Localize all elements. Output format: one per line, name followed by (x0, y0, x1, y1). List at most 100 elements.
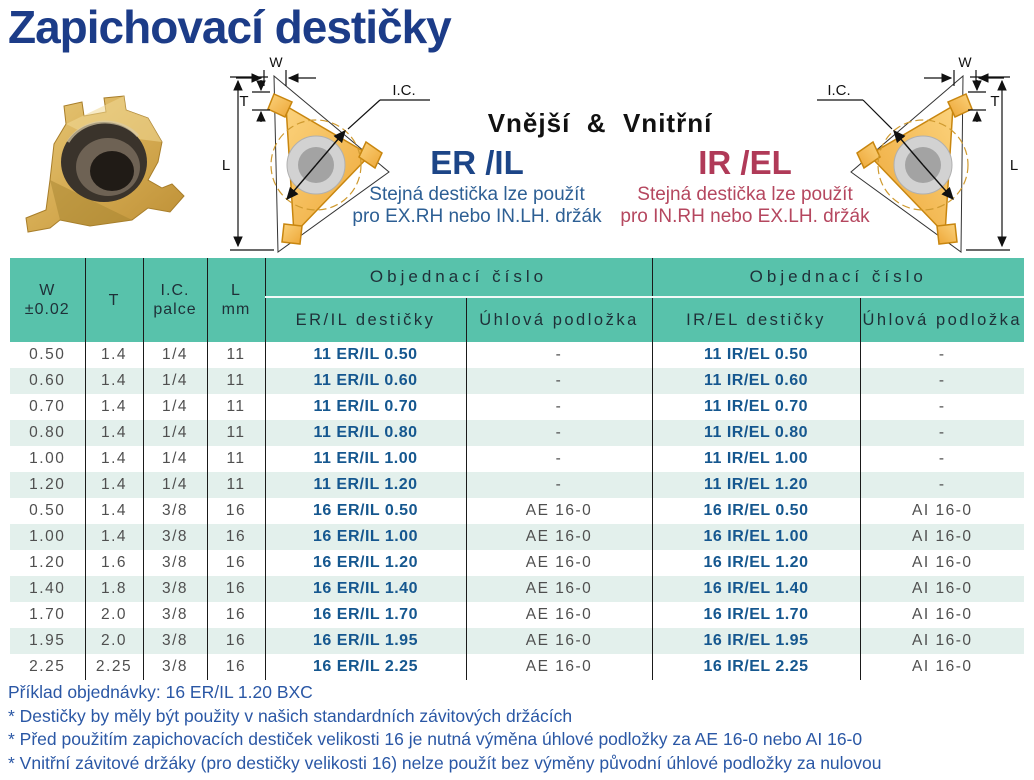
section-title: Vnější & Vnitřní (487, 108, 713, 138)
er-il-code: ER /IL (430, 144, 524, 181)
cell-er-shim: - (466, 446, 653, 472)
table-row: 1.00 1.4 3/8 16 16 ER/IL 1.00 AE 16-0 16 IR/EL… (10, 524, 1024, 550)
cell-er-order-code: 16 ER/IL 1.70 (265, 602, 467, 628)
cell-w: 0.50 (10, 342, 86, 368)
order-table: W ±0.02 T I.C. palce L mm Objednací čísl… (10, 258, 1024, 680)
outline-triangle (850, 74, 964, 253)
col-header-l: L mm (207, 258, 266, 342)
l-dimension (230, 76, 274, 251)
sub-header-er-inserts: ER/IL destičky (265, 297, 467, 342)
cell-ir-shim: - (860, 472, 1024, 498)
cell-ic-inch: 1/4 (143, 420, 208, 446)
cell-ic-inch: 3/8 (143, 524, 208, 550)
cell-er-shim: AE 16-0 (466, 628, 653, 654)
cell-l-mm: 11 (207, 472, 266, 498)
cell-er-order-code: 16 ER/IL 2.25 (265, 654, 467, 680)
cell-er-order-code: 16 ER/IL 1.40 (265, 576, 467, 602)
cell-ir-shim: - (938, 450, 946, 467)
col-header-l-line1: L (231, 282, 241, 299)
col-header-w-line1: W (39, 282, 56, 299)
cell-er-order-code: 11 ER/IL 0.80 (265, 420, 467, 446)
ic-leader (862, 99, 893, 130)
dim-label-ic: I.C. (827, 82, 850, 99)
page-title: Zapichovací destičky (8, 1, 452, 53)
cell-ir-shim: AI 16-0 (912, 502, 973, 519)
cell-t: 1.4 (85, 420, 144, 446)
cell-ic-inch: 1/4 (143, 368, 208, 394)
insert-product-photo (25, 95, 185, 233)
cell-ir-shim: AI 16-0 (912, 658, 973, 675)
cell-ir-order-code: 11 IR/EL 0.70 (652, 394, 861, 420)
cell-w: 1.95 (10, 628, 86, 654)
col-header-w: W ±0.02 (10, 258, 86, 342)
cell-ic-inch: 3/8 (143, 602, 208, 628)
cell-ir-order-code: 11 IR/EL 0.80 (652, 420, 861, 446)
cell-t: 1.4 (85, 394, 144, 420)
ir-el-code: IR /EL (698, 144, 792, 181)
col-header-w-line2: ±0.02 (24, 301, 70, 318)
sub-header-ir-inserts: IR/EL destičky (652, 297, 861, 342)
cell-er-order-code: 11 ER/IL 0.60 (265, 368, 467, 394)
cell-w: 1.20 (10, 472, 86, 498)
cell-ic-inch: 3/8 (143, 576, 208, 602)
sub-header-er-shim: Úhlová podložka (466, 297, 653, 342)
ir-el-caption: Stejná destička lze použít pro IN.RH neb… (615, 184, 875, 228)
col-header-l-line2: mm (221, 301, 251, 318)
cell-ic-inch: 1/4 (143, 446, 208, 472)
er-il-caption-line1: Stejná destička lze použít (369, 184, 585, 205)
ir-el-caption-line1: Stejná destička lze použít (637, 184, 853, 205)
group-header-order-ir: Objednací číslo (652, 258, 1024, 298)
t-dimension (252, 80, 270, 122)
cell-er-shim: - (466, 420, 653, 446)
footnote-example: Příklad objednávky: 16 ER/IL 1.20 BXC (8, 682, 313, 702)
cell-ic-inch: 1/4 (143, 472, 208, 498)
table-row: 1.00 1.4 1/4 11 11 ER/IL 1.00-11 IR/EL 1.00- (10, 446, 1024, 472)
table-body: 0.50 1.4 1/4 11 11 ER/IL 0.50-11 IR/EL 0.50-… (10, 342, 1024, 680)
ic-arrow (893, 129, 954, 201)
col-header-ic-line2: palce (153, 301, 197, 318)
cell-t: 1.4 (85, 498, 144, 524)
cell-er-shim: AE 16-0 (466, 498, 653, 524)
cell-ir-shim: AI 16-0 (860, 576, 1024, 602)
cell-ir-order-code: 11 IR/EL 0.60 (652, 368, 861, 394)
cell-ic-inch: 1/4 (143, 342, 208, 368)
table-row: 0.50 1.4 1/4 11 11 ER/IL 0.50-11 IR/EL 0.50- (10, 342, 1024, 368)
cell-er-shim: AE 16-0 (466, 550, 653, 576)
cell-er-shim: AE 16-0 (466, 576, 653, 602)
cell-ic-inch: 3/8 (143, 498, 208, 524)
cell-er-order-code: 16 ER/IL 1.95 (265, 628, 467, 654)
table-row: 1.20 1.6 3/8 16 16 ER/IL 1.20 AE 16-0 16 IR/EL… (10, 550, 1024, 576)
cell-ir-order-code: 11 IR/EL 1.20 (652, 472, 861, 498)
cell-l-mm: 11 (207, 394, 266, 420)
cell-l-mm: 16 (207, 602, 266, 628)
table-row: 1.40 1.8 3/8 16 16 ER/IL 1.40 AE 16-0 16 IR/EL… (10, 576, 1024, 602)
er-il-caption: Stejná destička lze použít pro EX.RH neb… (347, 184, 607, 228)
group-header-order-er: Objednací číslo (265, 258, 653, 298)
cell-l-mm: 16 (207, 654, 266, 680)
cell-ir-order-code: 11 IR/EL 1.00 (652, 446, 861, 472)
col-header-t: T (85, 258, 144, 342)
cell-er-order-code: 11 ER/IL 1.00 (265, 446, 467, 472)
table-row: 2.25 2.25 3/8 16 16 ER/IL 2.25 AE 16-0 16 IR/E… (10, 654, 1024, 680)
cell-l-mm: 16 (207, 550, 266, 576)
cell-er-order-code: 11 ER/IL 0.70 (265, 394, 467, 420)
dimension-diagram-left: I.C. W T L (222, 56, 430, 253)
table-row: 0.50 1.4 3/8 16 16 ER/IL 0.50 AE 16-0 16 IR/EL… (10, 498, 1024, 524)
cell-t: 1.4 (85, 342, 144, 368)
cell-w: 1.00 (10, 446, 86, 472)
cell-w: 1.20 (10, 550, 86, 576)
table-row: 1.95 2.0 3/8 16 16 ER/IL 1.95 AE 16-0 16 IR/EL… (10, 628, 1024, 654)
cell-ir-order-code: 11 IR/EL 0.50 (652, 342, 861, 368)
cell-w: 0.60 (10, 368, 86, 394)
cell-w: 1.00 (10, 524, 86, 550)
col-header-ic: I.C. palce (143, 258, 208, 342)
cell-ic-inch: 3/8 (143, 550, 208, 576)
table-row: 1.20 1.4 1/4 11 11 ER/IL 1.20-11 IR/EL 1.20- (10, 472, 1024, 498)
ic-arrow (286, 129, 346, 201)
er-il-caption-line2: pro EX.RH nebo IN.LH. držák (352, 206, 602, 227)
cell-er-order-code: 11 ER/IL 1.20 (265, 472, 467, 498)
cell-er-order-code: 11 ER/IL 0.50 (265, 342, 467, 368)
dim-label-l: L (222, 157, 230, 174)
sub-header-ir-shim: Úhlová podložka (860, 297, 1024, 342)
cell-er-shim: AE 16-0 (466, 602, 653, 628)
